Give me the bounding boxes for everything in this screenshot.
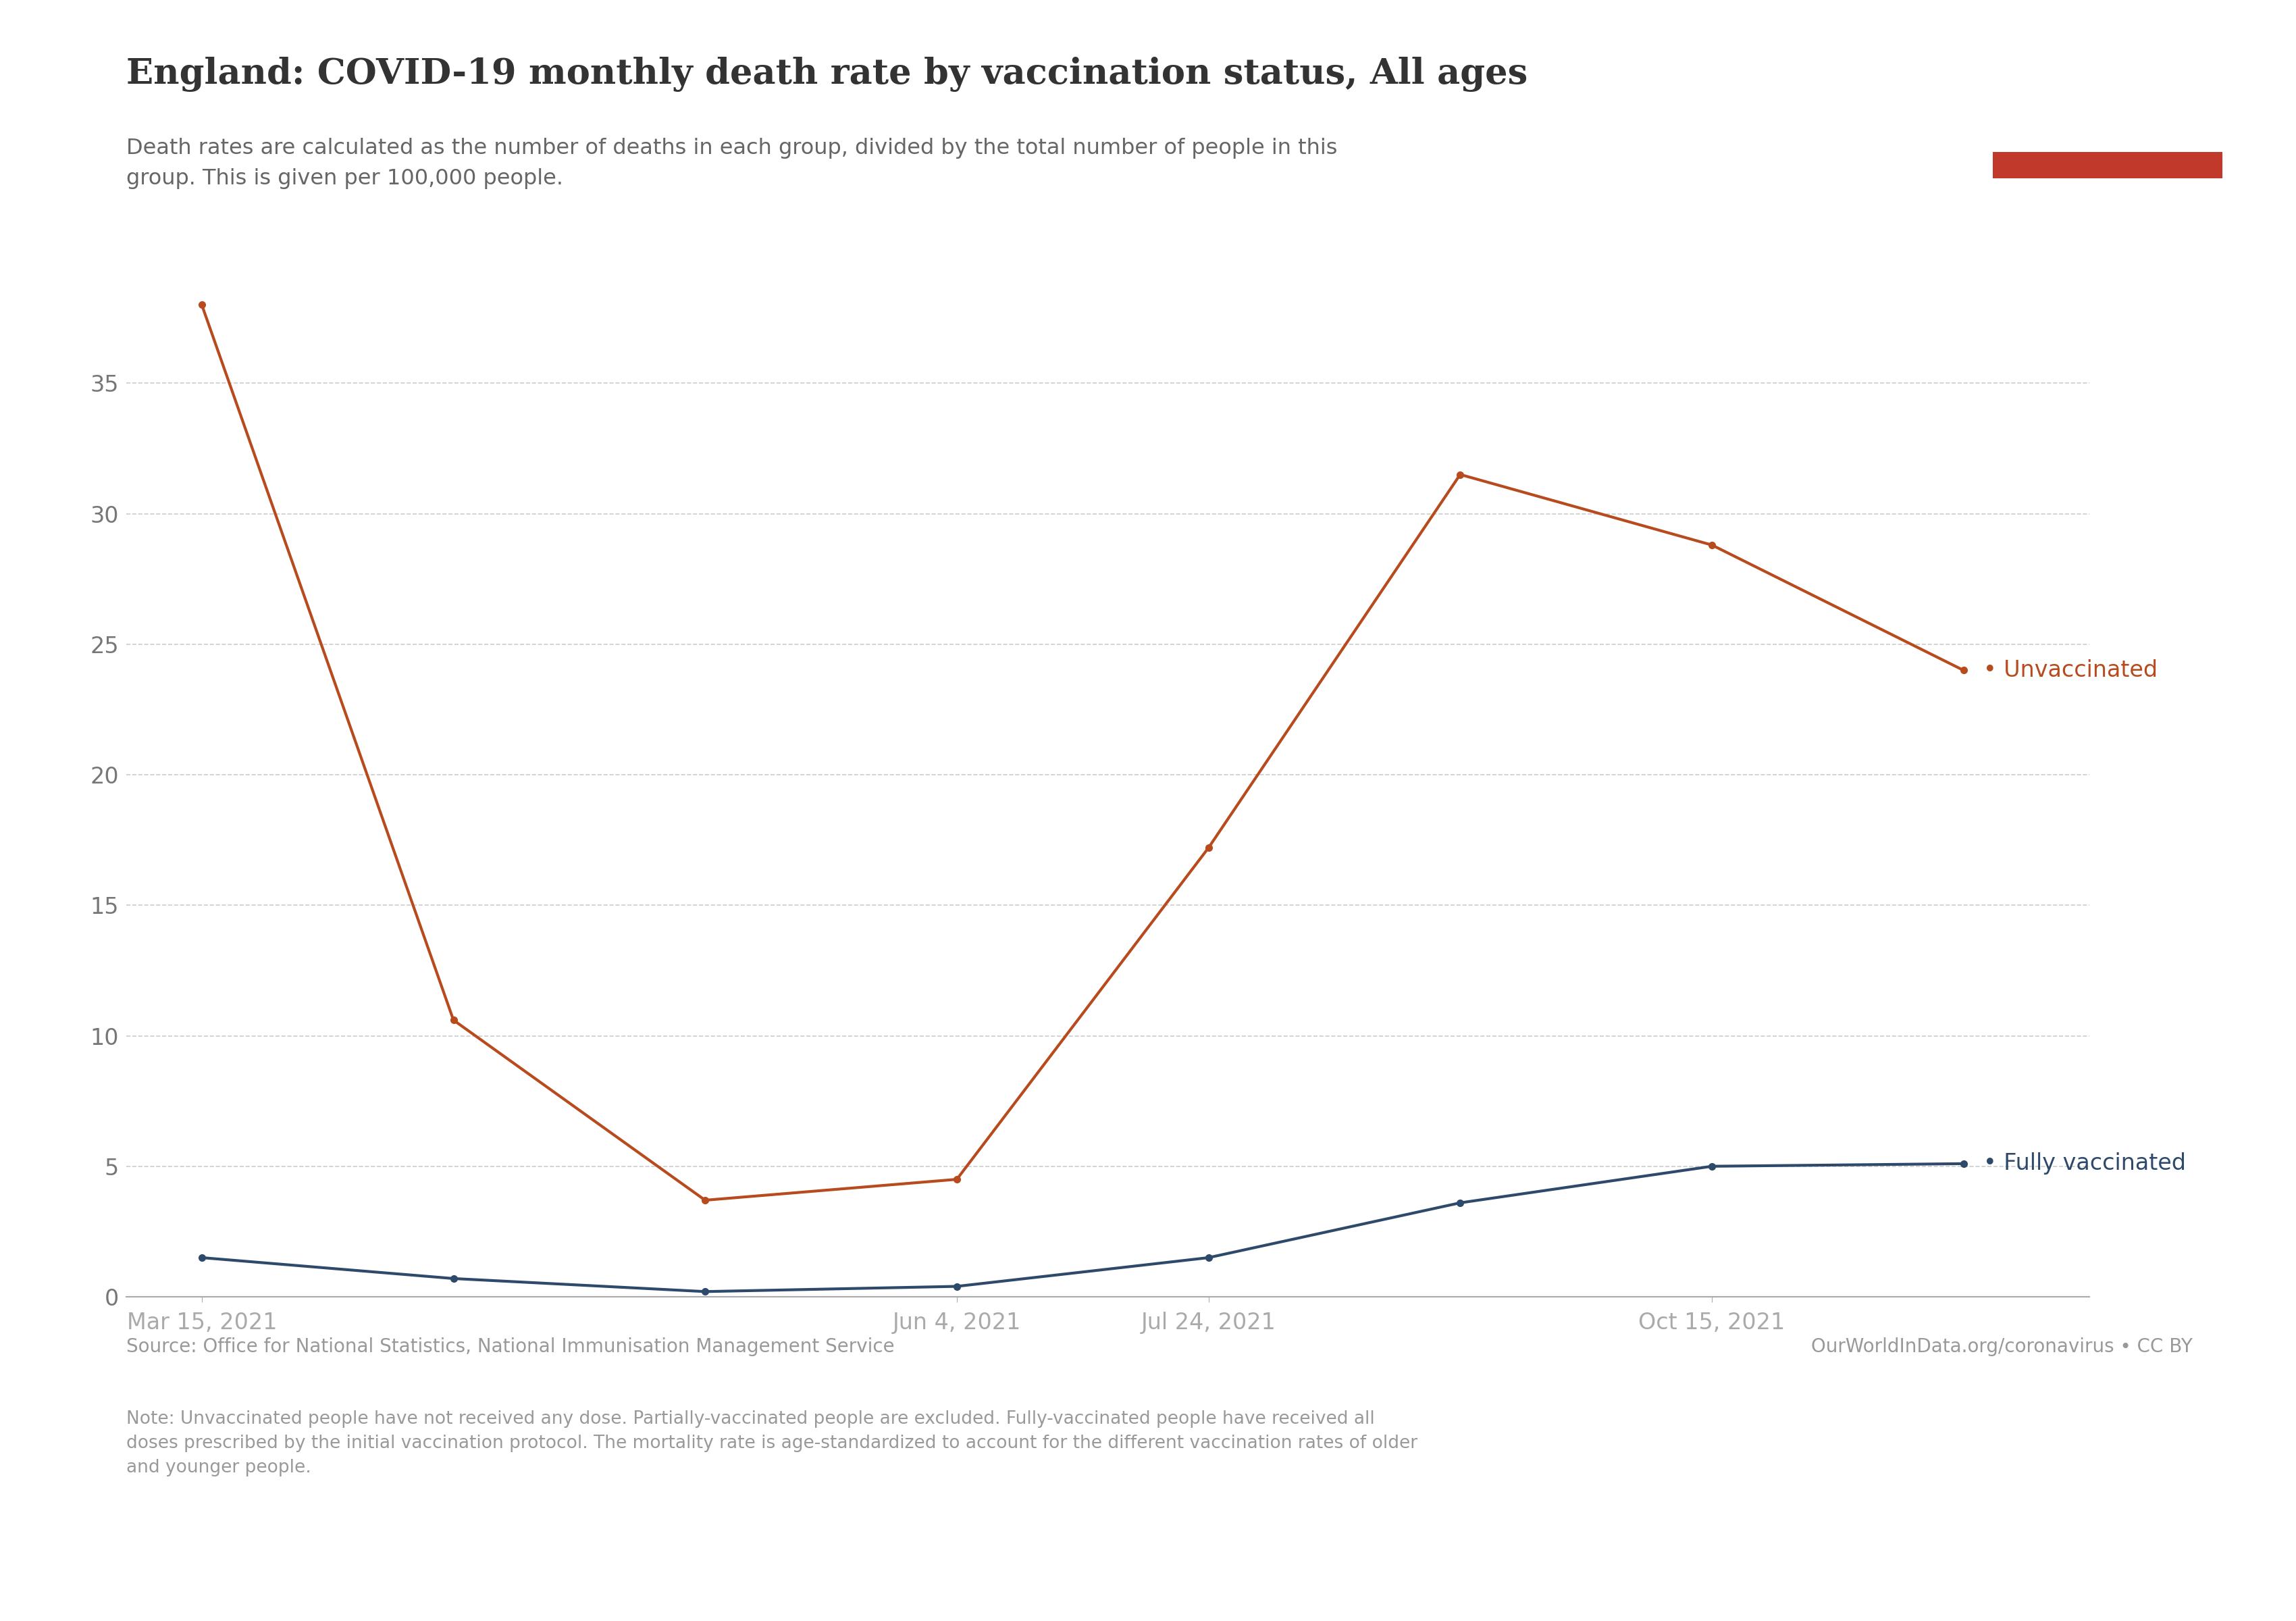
Text: • Fully vaccinated: • Fully vaccinated — [1984, 1153, 2186, 1175]
Text: Death rates are calculated as the number of deaths in each group, divided by the: Death rates are calculated as the number… — [126, 138, 1336, 190]
Text: England: COVID-19 monthly death rate by vaccination status, All ages: England: COVID-19 monthly death rate by … — [126, 57, 1527, 92]
Text: OurWorldInData.org/coronavirus • CC BY: OurWorldInData.org/coronavirus • CC BY — [1812, 1337, 2193, 1357]
Bar — [1993, 152, 2223, 178]
Text: Our World: Our World — [2062, 60, 2154, 78]
Text: Note: Unvaccinated people have not received any dose. Partially-vaccinated peopl: Note: Unvaccinated people have not recei… — [126, 1410, 1417, 1477]
Text: • Unvaccinated: • Unvaccinated — [1984, 660, 2158, 681]
Text: Source: Office for National Statistics, National Immunisation Management Service: Source: Office for National Statistics, … — [126, 1337, 895, 1357]
Text: in Data: in Data — [2073, 104, 2142, 122]
